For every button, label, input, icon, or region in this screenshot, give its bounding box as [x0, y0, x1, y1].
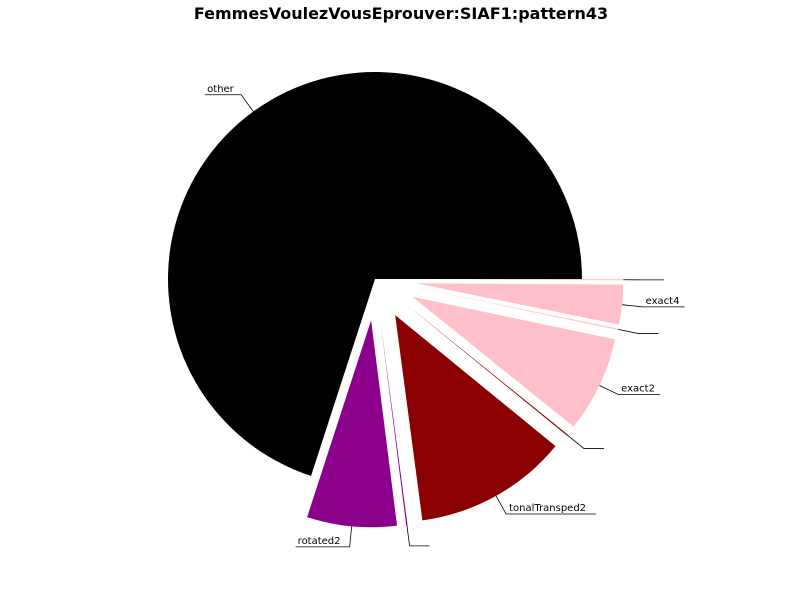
pie-slice-unlabeled-6	[415, 287, 619, 331]
pie-slices	[168, 72, 624, 528]
pie-slice-unlabeled-4	[407, 305, 569, 437]
chart-title: FemmesVoulezVousEprouver:SIAF1:pattern43	[194, 4, 608, 23]
slice-label-exact2: exact2	[621, 383, 655, 394]
leader-line	[495, 495, 597, 515]
slice-label-exact4: exact4	[646, 296, 680, 307]
pie-slice-rotated2	[307, 320, 398, 528]
leader-line	[599, 385, 661, 395]
leader-line	[205, 94, 254, 112]
pie-slice-tonalTransped2	[395, 315, 556, 521]
pie-labels: other rotated2 tonalTransped2 exact2 exact4	[205, 84, 685, 548]
slice-label-rotated2: rotated2	[298, 536, 341, 547]
leader-line	[622, 304, 685, 308]
slice-label-other: other	[207, 84, 235, 95]
pie-slice-exact4	[416, 283, 624, 325]
pie-slice-exact2	[412, 296, 615, 427]
pie-slice-unlabeled-8	[416, 279, 624, 281]
leader-line	[406, 525, 430, 547]
leader-line	[618, 328, 659, 334]
leader-line	[295, 526, 353, 548]
slice-label-tonalTransped2: tonalTransped2	[509, 503, 586, 514]
pie-slice-unlabeled-2	[380, 320, 408, 526]
leader-line	[567, 435, 604, 449]
pie-slice-other	[168, 72, 582, 476]
